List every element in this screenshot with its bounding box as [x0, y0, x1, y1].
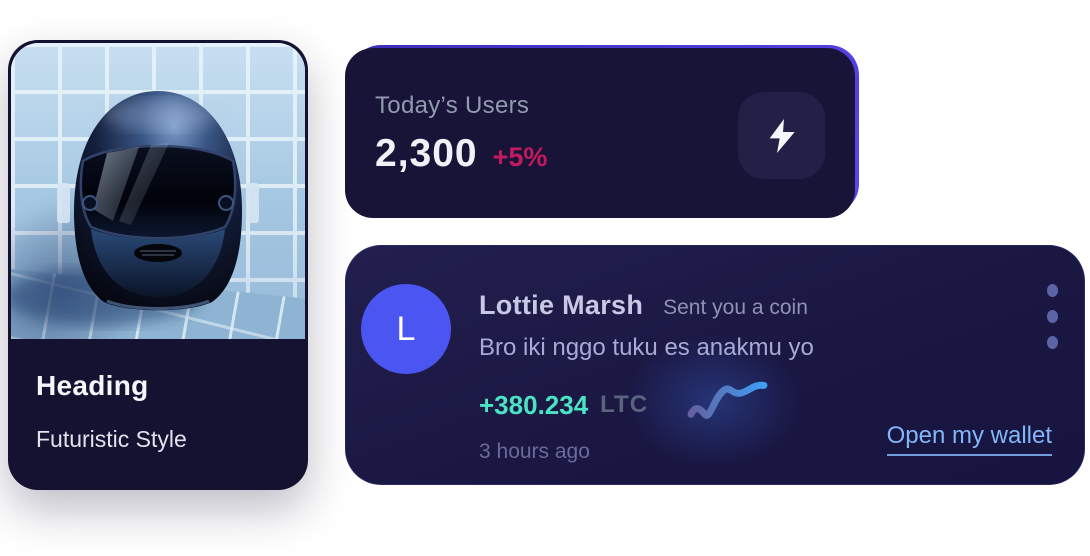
currency-label: LTC: [600, 391, 649, 418]
notification-action-text: Sent you a coin: [663, 296, 808, 319]
lightning-bolt-button[interactable]: [738, 92, 825, 179]
stats-delta-badge: +5%: [492, 142, 548, 172]
sender-name: Lottie Marsh: [479, 290, 644, 320]
stats-value: 2,300: [375, 132, 478, 175]
notification-header-row: Lottie Marsh Sent you a coin: [479, 290, 934, 321]
helmet-photo: [11, 43, 305, 339]
stats-label: Today’s Users: [375, 92, 530, 119]
profile-card: Heading Futuristic Style: [8, 40, 308, 490]
stats-card: Today’s Users 2,300 +5%: [345, 48, 855, 218]
stats-value-row: 2,300 +5%: [375, 132, 855, 176]
kebab-menu-icon[interactable]: [1045, 282, 1060, 351]
avatar-initial: L: [396, 309, 416, 348]
helmet-illustration: [11, 91, 259, 325]
profile-heading: Heading: [36, 370, 149, 401]
amount-value: +380.234: [479, 389, 589, 420]
profile-text-block: Heading Futuristic Style: [36, 370, 187, 453]
notification-card: L Lottie Marsh Sent you a coin Bro iki n…: [345, 245, 1085, 485]
trend-squiggle-icon: [687, 381, 768, 419]
avatar: L: [361, 284, 451, 374]
amount-row: +380.234 LTC: [479, 381, 934, 428]
stats-card-wrap: Today’s Users 2,300 +5%: [345, 45, 859, 218]
notification-content: Lottie Marsh Sent you a coin Bro iki ngg…: [479, 290, 934, 464]
notification-message: Bro iki nggo tuku es anakmu yo: [479, 334, 814, 361]
profile-subheading: Futuristic Style: [36, 426, 187, 452]
lightning-bolt-icon: [769, 118, 795, 153]
kebab-dot: [1047, 336, 1058, 349]
timestamp: 3 hours ago: [479, 440, 590, 463]
kebab-dot: [1047, 284, 1058, 297]
kebab-dot: [1047, 310, 1058, 323]
open-wallet-link[interactable]: Open my wallet: [886, 422, 1052, 456]
